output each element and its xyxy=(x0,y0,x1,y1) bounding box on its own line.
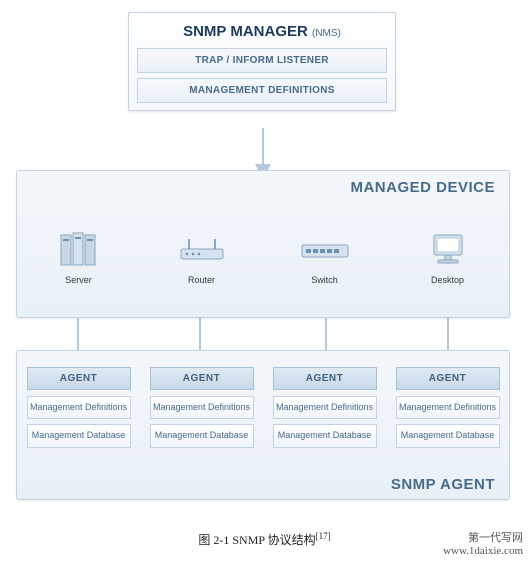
manager-row-trap: TRAP / INFORM LISTENER xyxy=(137,48,387,73)
agent-col: AGENT Management Definitions Management … xyxy=(396,367,500,453)
device-switch: Switch xyxy=(280,231,370,285)
agent-sub: Management Database xyxy=(396,424,500,447)
agent-header: AGENT xyxy=(150,367,254,390)
device-row: Server Router xyxy=(17,231,509,285)
device-desktop: Desktop xyxy=(403,231,493,285)
device-label: Server xyxy=(65,275,92,285)
snmp-agent-box: AGENT Management Definitions Management … xyxy=(16,350,510,500)
agent-sub: Management Definitions xyxy=(396,396,500,419)
agent-col: AGENT Management Definitions Management … xyxy=(273,367,377,453)
device-router: Router xyxy=(157,231,247,285)
agent-header: AGENT xyxy=(273,367,377,390)
device-label: Router xyxy=(188,275,215,285)
agent-col: AGENT Management Definitions Management … xyxy=(150,367,254,453)
watermark-line2: www.1daixie.com xyxy=(443,545,523,558)
agent-header: AGENT xyxy=(396,367,500,390)
snmp-agent-title: SNMP AGENT xyxy=(391,476,495,493)
agent-header: AGENT xyxy=(27,367,131,390)
manager-row-defs: MANAGEMENT DEFINITIONS xyxy=(137,78,387,103)
device-label: Desktop xyxy=(431,275,464,285)
router-icon xyxy=(175,231,229,269)
agent-sub: Management Definitions xyxy=(27,396,131,419)
desktop-icon xyxy=(421,231,475,269)
watermark: 第一代写网 www.1daixie.com xyxy=(443,532,523,558)
manager-subtitle: (NMS) xyxy=(312,28,341,39)
agent-row: AGENT Management Definitions Management … xyxy=(17,367,509,453)
agent-sub: Management Definitions xyxy=(273,396,377,419)
agent-sub: Management Database xyxy=(27,424,131,447)
snmp-manager-box: SNMP MANAGER (NMS) TRAP / INFORM LISTENE… xyxy=(128,12,396,111)
watermark-line1: 第一代写网 xyxy=(443,532,523,545)
caption-text: 图 2-1 SNMP 协议结构 xyxy=(198,533,315,547)
agent-sub: Management Database xyxy=(273,424,377,447)
managed-device-title: MANAGED DEVICE xyxy=(350,179,495,196)
manager-title-text: SNMP MANAGER xyxy=(183,23,308,40)
diagram-canvas: SNMP MANAGER (NMS) TRAP / INFORM LISTENE… xyxy=(0,0,529,576)
managed-device-box: MANAGED DEVICE Server xyxy=(16,170,510,318)
device-server: Server xyxy=(34,231,124,285)
agent-col: AGENT Management Definitions Management … xyxy=(27,367,131,453)
server-icon xyxy=(52,231,106,269)
agent-sub: Management Definitions xyxy=(150,396,254,419)
device-label: Switch xyxy=(311,275,338,285)
agent-sub: Management Database xyxy=(150,424,254,447)
snmp-manager-group: SNMP MANAGER (NMS) TRAP / INFORM LISTENE… xyxy=(128,12,396,111)
switch-icon xyxy=(298,231,352,269)
caption-ref: [17] xyxy=(316,531,331,541)
manager-title: SNMP MANAGER (NMS) xyxy=(137,19,387,48)
